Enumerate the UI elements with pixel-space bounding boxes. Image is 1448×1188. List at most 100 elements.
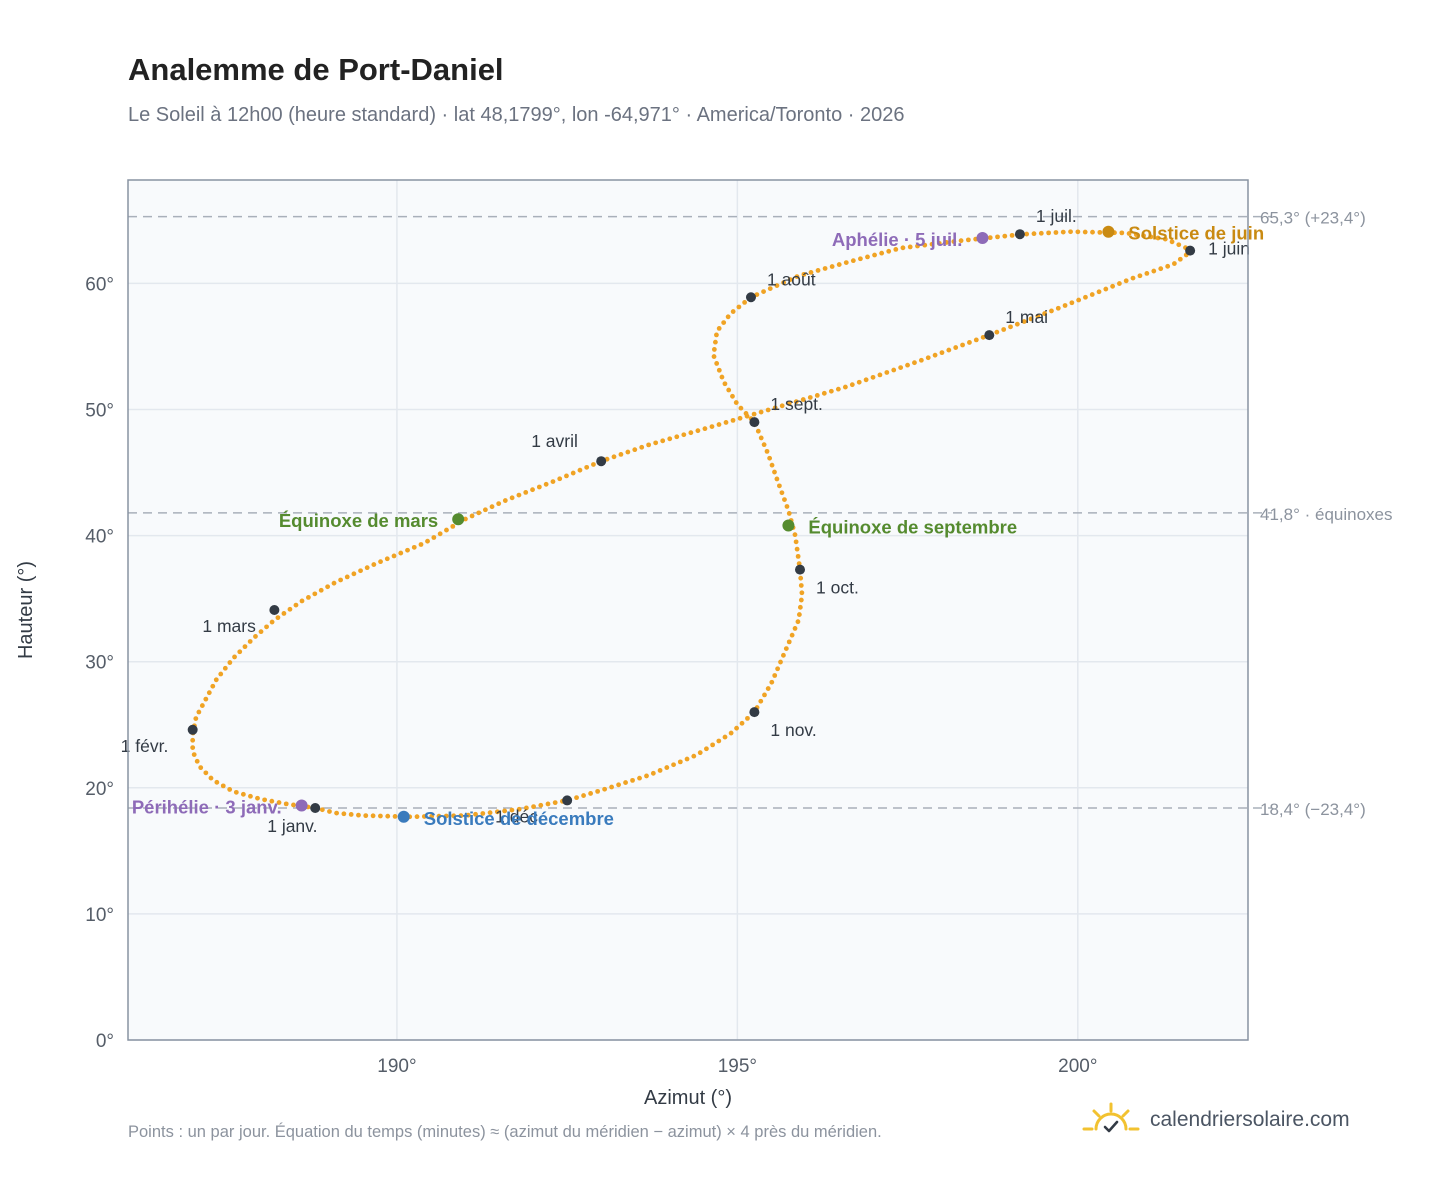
y-tick-label: 50°	[85, 401, 114, 422]
day-point	[814, 392, 820, 398]
y-tick-label: 0°	[96, 1031, 114, 1052]
day-point	[765, 686, 771, 691]
day-point	[473, 811, 478, 817]
day-point	[458, 813, 464, 819]
grid	[128, 180, 1248, 1041]
day-point	[191, 752, 197, 758]
event-marker	[976, 232, 989, 245]
day-point	[716, 367, 722, 373]
day-point	[960, 342, 965, 348]
brand[interactable]: calendriersolaire.com	[1082, 1102, 1350, 1138]
day-point	[797, 604, 803, 610]
day-point	[835, 386, 841, 392]
day-point	[644, 773, 649, 779]
day-point	[281, 611, 287, 616]
month-label: 1 sept.	[770, 394, 823, 414]
day-point	[758, 698, 764, 704]
day-point	[795, 619, 801, 625]
day-point	[688, 430, 694, 436]
day-point	[796, 612, 802, 617]
day-point	[190, 737, 196, 743]
month-marker	[795, 564, 805, 575]
x-tick-label: 200°	[1058, 1056, 1097, 1077]
day-point	[1069, 300, 1075, 306]
event-label: Solstice de décembre	[424, 808, 614, 829]
event-marker	[295, 799, 308, 812]
day-point	[939, 350, 945, 356]
day-point	[712, 339, 718, 345]
day-point	[714, 332, 719, 338]
day-point	[772, 405, 778, 411]
day-point	[489, 504, 495, 510]
day-point	[946, 347, 952, 353]
day-point	[275, 615, 281, 621]
day-point	[653, 440, 659, 446]
day-point	[794, 546, 800, 552]
day-point	[208, 775, 214, 781]
day-point	[995, 234, 1000, 240]
day-point	[769, 679, 775, 685]
day-point	[1103, 286, 1109, 292]
day-point	[786, 639, 792, 645]
day-point	[253, 634, 258, 639]
day-point	[787, 277, 793, 282]
day-point	[716, 325, 722, 331]
day-point	[1151, 268, 1157, 274]
day-point	[469, 513, 475, 519]
day-point	[494, 809, 500, 815]
day-point	[371, 562, 377, 567]
event-label: Aphélie · 5 juil.	[832, 229, 963, 250]
day-point	[1141, 233, 1146, 239]
day-point	[870, 374, 876, 380]
reference-label: 65,3° (+23,4°)	[1260, 209, 1366, 228]
month-marker	[596, 456, 607, 467]
day-point	[807, 395, 813, 400]
month-marker	[749, 417, 760, 428]
day-point	[967, 340, 972, 345]
month-label: 1 janv.	[267, 816, 317, 836]
day-point	[772, 673, 778, 678]
day-point	[716, 738, 722, 744]
day-point	[1126, 231, 1132, 236]
day-point	[287, 606, 293, 612]
day-point	[557, 476, 563, 482]
day-point	[269, 619, 275, 625]
day-point	[650, 770, 656, 776]
day-point	[293, 602, 299, 608]
day-point	[291, 802, 296, 808]
footer-note: Points : un par jour. Équation du temps …	[128, 1123, 882, 1141]
day-point	[391, 553, 397, 559]
month-markers: 1 janv. 1 févr. 1 mars 1 avril 1 mai 1 juin 1 …	[121, 206, 1250, 836]
day-point	[463, 516, 468, 522]
day-point	[973, 337, 979, 343]
day-point	[1082, 229, 1088, 235]
y-tick-label: 40°	[85, 527, 114, 548]
day-point	[487, 810, 493, 816]
day-point	[227, 660, 233, 665]
day-point	[884, 370, 890, 375]
day-point	[198, 765, 204, 771]
day-point	[1097, 229, 1103, 235]
month-label: 1 juin	[1208, 239, 1250, 259]
day-point	[570, 470, 576, 476]
day-point	[1068, 229, 1073, 235]
day-point	[726, 387, 732, 393]
day-point	[1076, 297, 1082, 303]
event-label: Périhélie · 3 janv.	[132, 796, 282, 817]
day-point	[190, 745, 196, 751]
day-point	[480, 811, 486, 816]
day-point	[1133, 232, 1139, 238]
day-point	[872, 252, 877, 258]
day-point	[951, 239, 957, 244]
day-point	[1060, 229, 1066, 235]
day-point	[786, 511, 792, 516]
day-point	[987, 235, 993, 241]
day-point	[782, 497, 787, 502]
day-point	[203, 696, 209, 702]
month-marker	[187, 724, 198, 735]
day-point	[1062, 303, 1068, 308]
day-point	[262, 797, 268, 803]
day-point	[738, 405, 744, 411]
day-point	[779, 403, 785, 409]
